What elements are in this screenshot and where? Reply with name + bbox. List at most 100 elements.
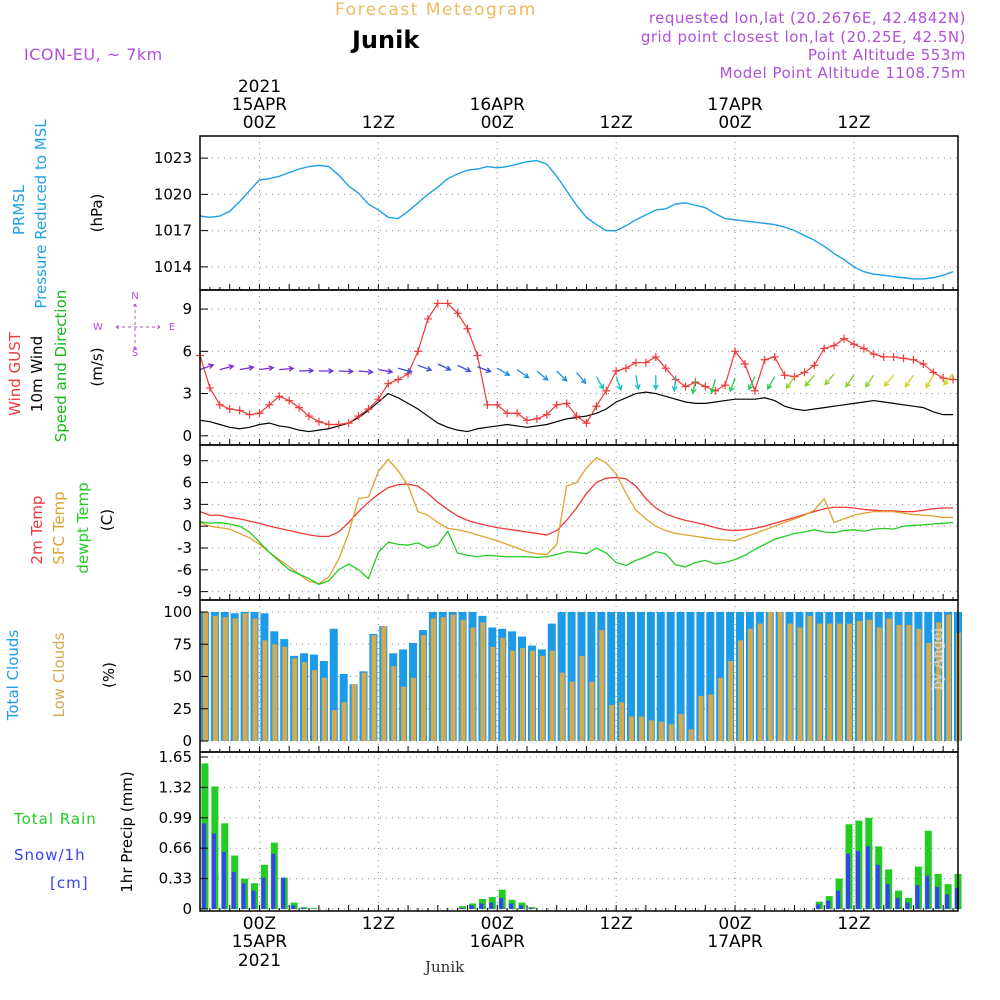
gust-point — [661, 364, 670, 373]
low-cloud-bar — [936, 622, 942, 741]
snow-label: Snow/1h — [14, 846, 86, 864]
low-cloud-bar — [391, 666, 397, 741]
temperature-ytick-label: 6 — [182, 474, 192, 492]
snow-bar — [241, 883, 246, 909]
low-cloud-bar — [520, 648, 526, 741]
gust-point — [810, 361, 819, 370]
low-cloud-bar — [926, 642, 932, 741]
product-title: Forecast Meteogram — [335, 0, 537, 20]
wind-ytick-label: 9 — [182, 300, 192, 318]
low-cloud-bar — [827, 623, 833, 741]
wind-direction-arrow — [634, 375, 641, 391]
low-cloud-bar — [619, 702, 625, 741]
gust-point — [820, 344, 829, 353]
snow-bar — [816, 904, 821, 909]
wind-direction-arrow — [378, 368, 394, 375]
total-cloud-bar — [666, 612, 675, 741]
temperature-ytick-label: -6 — [177, 561, 192, 579]
snow-bar — [836, 890, 841, 909]
bottom-date-label: 16APR — [470, 932, 526, 952]
snow-bar — [855, 850, 860, 909]
low-cloud-bar — [886, 618, 892, 741]
precip-panel-frame — [199, 751, 959, 912]
low-cloud-bar — [747, 628, 753, 741]
wind-direction-arrow — [709, 379, 716, 395]
wind-direction-arrow — [457, 364, 472, 373]
gust-point — [433, 299, 442, 308]
grid-layer — [200, 136, 958, 911]
gust-point — [889, 352, 898, 361]
gust-point — [463, 324, 472, 333]
pressure-ytick-label: 1017 — [154, 222, 192, 240]
snow-bar — [479, 903, 484, 909]
snow-bar — [261, 877, 266, 909]
temperature-ytick-label: -9 — [177, 583, 192, 601]
gust-point — [562, 399, 571, 408]
low-cloud-bar — [539, 655, 545, 741]
gust-point — [453, 309, 462, 318]
low-cloud-bar — [856, 621, 862, 741]
low-cloud-bar — [212, 615, 218, 741]
watermark: by Angel — [930, 627, 946, 690]
requested-location: requested lon,lat (20.2676E, 42.4842N) — [648, 9, 966, 27]
wind-gust-label: Wind GUST — [6, 331, 24, 416]
wind-direction-arrow — [690, 379, 697, 395]
wind-panel-frame — [199, 289, 959, 446]
snow-bar — [875, 864, 880, 909]
gust-point — [413, 347, 422, 356]
gust-point — [483, 400, 492, 409]
wind-unit: (m/s) — [88, 347, 106, 386]
snow-bar — [885, 884, 890, 909]
wind-direction-arrow — [437, 363, 452, 371]
gust-point — [840, 334, 849, 343]
gust-point — [592, 402, 601, 411]
gust-point — [493, 400, 502, 409]
wind-direction-arrow — [398, 367, 414, 374]
low-cloud-bar — [371, 635, 377, 741]
snow-bar — [211, 833, 216, 909]
wind-direction-arrow — [864, 374, 875, 388]
bottom-time-label: 00Z — [481, 914, 514, 934]
low-cloud-bar — [629, 716, 635, 741]
snow-bar — [489, 902, 494, 909]
pressure-line — [199, 159, 954, 280]
snow-bar — [201, 823, 206, 909]
gust-point — [780, 371, 789, 380]
gust-point — [394, 375, 403, 384]
top-time-label: 12Z — [362, 113, 395, 133]
gust-point — [235, 406, 244, 415]
marks-layer — [196, 159, 962, 909]
low-cloud-bar — [222, 617, 228, 741]
low-cloud-bar — [440, 617, 446, 741]
location-title: Junik — [352, 26, 420, 54]
snow-bar — [935, 886, 940, 909]
gust-point — [641, 358, 650, 367]
pressure-label-name: Pressure Reduced to MSL — [32, 119, 50, 309]
precip-ytick-label: 1.32 — [159, 778, 192, 796]
compass-w: W — [93, 322, 103, 333]
low-cloud-bar — [906, 624, 912, 741]
wind-direction-arrow — [358, 368, 374, 375]
wind-direction-arrow — [417, 364, 433, 372]
gust-point — [721, 381, 730, 390]
total-clouds-label: Total Clouds — [4, 630, 22, 722]
precip-ytick-label: 0 — [182, 900, 192, 918]
total-cloud-bar — [567, 612, 576, 741]
low-cloud-bar — [708, 694, 714, 741]
temp-dewpt-label: dewpt Temp — [74, 482, 92, 573]
gust-point — [879, 352, 888, 361]
gust-point — [532, 414, 541, 423]
temp-sfc-label: SFC Temp — [50, 491, 68, 564]
gust-point — [929, 368, 938, 377]
temperature-ytick-label: -3 — [177, 539, 192, 557]
total-cloud-bar — [686, 612, 695, 741]
compass-e: E — [169, 322, 175, 333]
bottom-time-label: 00Z — [243, 914, 276, 934]
bottom-time-label: 12Z — [837, 914, 870, 934]
gust-point — [364, 405, 373, 414]
top-year-label: 2021 — [238, 77, 281, 97]
gust-point — [295, 403, 304, 412]
rain-bar — [459, 906, 467, 909]
gust-point — [304, 412, 313, 421]
